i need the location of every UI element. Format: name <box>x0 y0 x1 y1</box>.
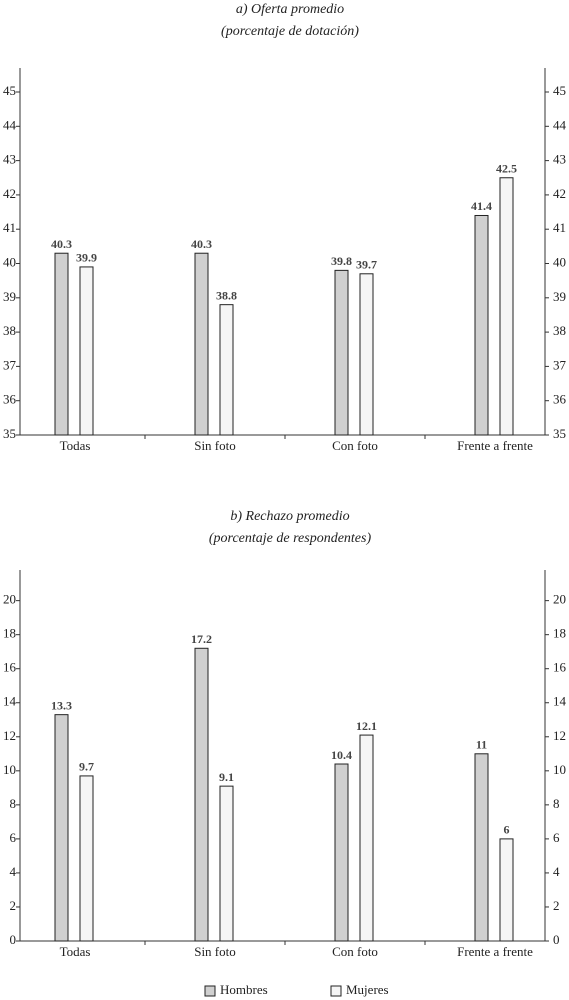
y2-tick-label: 0 <box>553 932 560 947</box>
y-tick-label: 6 <box>10 830 17 845</box>
bar <box>79 775 94 942</box>
y-tick-label: 35 <box>3 426 16 441</box>
value-label: 40.3 <box>51 237 72 251</box>
y-tick-label: 10 <box>3 762 16 777</box>
value-label: 39.9 <box>76 251 97 265</box>
value-label: 9.1 <box>219 770 234 784</box>
x-tick-label: Sin foto <box>194 438 236 453</box>
x-tick-label: Sin foto <box>194 944 236 959</box>
y2-tick-label: 12 <box>553 728 566 743</box>
value-label: 42.5 <box>496 162 517 176</box>
y2-tick-label: 16 <box>553 660 567 675</box>
y2-tick-label: 20 <box>553 592 566 607</box>
y2-tick-label: 8 <box>553 796 560 811</box>
y-tick-label: 44 <box>3 117 17 132</box>
legend-label: Mujeres <box>346 982 389 997</box>
legend-label: Hombres <box>220 982 268 997</box>
legend-swatch <box>204 985 216 997</box>
bar <box>219 304 234 436</box>
y2-tick-label: 18 <box>553 626 566 641</box>
bar <box>474 753 489 942</box>
x-tick-label: Todas <box>60 438 91 453</box>
y-tick-label: 43 <box>3 152 16 167</box>
value-label: 10.4 <box>331 748 352 762</box>
y-tick-label: 2 <box>10 898 17 913</box>
y-tick-label: 40 <box>3 254 16 269</box>
bar <box>499 177 514 436</box>
y-tick-label: 41 <box>3 220 16 235</box>
y2-tick-label: 4 <box>553 864 560 879</box>
y2-tick-label: 14 <box>553 694 567 709</box>
bar <box>359 734 374 942</box>
chart-subtitle: (porcentaje de dotación) <box>221 24 359 39</box>
y2-tick-label: 37 <box>553 357 567 372</box>
y2-tick-label: 42 <box>553 186 566 201</box>
y2-tick-label: 36 <box>553 392 567 407</box>
bar <box>499 838 514 942</box>
y2-tick-label: 2 <box>553 898 560 913</box>
y2-tick-label: 43 <box>553 152 566 167</box>
y-tick-label: 12 <box>3 728 16 743</box>
bar <box>194 252 209 436</box>
chart-title: b) Rechazo promedio <box>230 509 349 524</box>
x-tick-label: Todas <box>60 944 91 959</box>
y2-tick-label: 10 <box>553 762 566 777</box>
value-label: 40.3 <box>191 237 212 251</box>
y2-tick-label: 41 <box>553 220 566 235</box>
value-label: 39.8 <box>331 254 352 268</box>
legend-swatch <box>330 985 342 997</box>
y2-tick-label: 44 <box>553 117 567 132</box>
bar <box>194 647 209 942</box>
x-tick-label: Con foto <box>332 438 378 453</box>
y-tick-label: 42 <box>3 186 16 201</box>
bar <box>334 763 349 942</box>
y-tick-label: 4 <box>10 864 17 879</box>
chart-subtitle: (porcentaje de respondentes) <box>209 531 372 546</box>
y-tick-label: 39 <box>3 289 16 304</box>
x-tick-label: Con foto <box>332 944 378 959</box>
bar <box>219 785 234 942</box>
x-tick-label: Frente a frente <box>457 438 533 453</box>
bar <box>54 714 69 942</box>
y-tick-label: 36 <box>3 392 17 407</box>
value-label: 11 <box>476 738 487 752</box>
y-tick-label: 16 <box>3 660 17 675</box>
y-tick-label: 45 <box>3 83 16 98</box>
y2-tick-label: 39 <box>553 289 566 304</box>
bar <box>79 266 94 436</box>
y-tick-label: 14 <box>3 694 17 709</box>
value-label: 12.1 <box>356 719 377 733</box>
value-label: 13.3 <box>51 698 72 712</box>
y2-tick-label: 35 <box>553 426 566 441</box>
y-tick-label: 20 <box>3 592 16 607</box>
value-label: 9.7 <box>79 760 94 774</box>
y-tick-label: 0 <box>10 932 17 947</box>
y2-tick-label: 6 <box>553 830 560 845</box>
value-label: 39.7 <box>356 258 377 272</box>
value-label: 17.2 <box>191 632 212 646</box>
bar <box>359 273 374 436</box>
y-tick-label: 38 <box>3 323 16 338</box>
bar <box>54 252 69 436</box>
y2-tick-label: 45 <box>553 83 566 98</box>
value-label: 41.4 <box>471 199 492 213</box>
bar <box>474 214 489 436</box>
value-label: 6 <box>504 823 510 837</box>
y-tick-label: 18 <box>3 626 16 641</box>
value-label: 38.8 <box>216 288 237 302</box>
y2-tick-label: 38 <box>553 323 566 338</box>
y-tick-label: 37 <box>3 357 17 372</box>
chart-title: a) Oferta promedio <box>236 2 344 17</box>
bar <box>334 269 349 436</box>
x-tick-label: Frente a frente <box>457 944 533 959</box>
y-tick-label: 8 <box>10 796 17 811</box>
y2-tick-label: 40 <box>553 254 566 269</box>
